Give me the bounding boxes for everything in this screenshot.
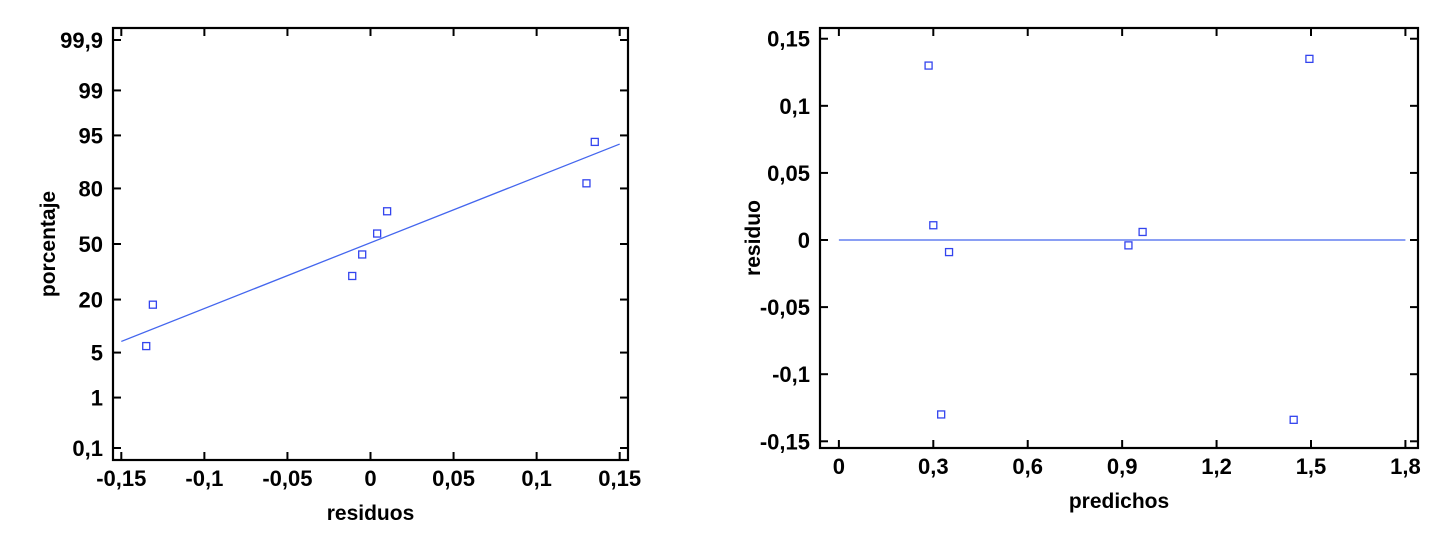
x-tick-label: 0,15	[598, 466, 641, 491]
data-point	[348, 271, 357, 281]
plot-frame	[111, 26, 630, 462]
data-point	[358, 250, 367, 259]
data-point	[1305, 54, 1314, 64]
x-tick-label: 0,6	[1012, 454, 1043, 479]
y-tick-label: -0,05	[760, 295, 810, 320]
x-tick-label: 0,9	[1107, 454, 1138, 479]
data-point	[1289, 415, 1298, 424]
y-tick-label: 0,05	[767, 161, 810, 186]
data-point	[929, 221, 938, 230]
plot-frame	[818, 26, 1420, 450]
y-axis-title: porcentaje	[37, 191, 60, 297]
x-tick-label: 0	[364, 466, 376, 491]
y-tick-label: 0,1	[72, 436, 103, 461]
x-tick-label: 0,3	[918, 454, 949, 479]
data-point	[382, 207, 392, 216]
x-tick-label: -0,1	[185, 466, 223, 491]
data-point	[582, 179, 591, 188]
data-point	[148, 300, 158, 309]
y-axis-title: residuo	[742, 200, 765, 276]
residual-plot: 0 0,3 0,6 0,9 1,2 1,5 1,8 -0,15 -0,1 -0,05 0 0,05 0,…	[742, 27, 1421, 513]
y-tick-label: 99	[79, 78, 103, 103]
x-tick-label: 0,05	[432, 466, 475, 491]
y-tick-label: 50	[79, 232, 103, 257]
x-tick-label: 1,8	[1390, 454, 1421, 479]
y-tick-label: 0,1	[779, 94, 810, 119]
y-tick-label: 1	[91, 386, 103, 411]
data-point	[1138, 227, 1147, 237]
x-tick-label: -0,15	[96, 466, 146, 491]
x-axis-title: predichos	[1069, 490, 1169, 513]
data-point	[590, 137, 599, 147]
x-tick-label: -0,05	[262, 466, 312, 491]
data-point	[1124, 241, 1133, 250]
data-point	[142, 341, 151, 351]
x-axis-title: residuos	[327, 502, 415, 525]
y-tick-label: 80	[79, 176, 103, 201]
y-tick-label: 0,15	[767, 27, 810, 52]
x-tick-label: 0	[833, 454, 845, 479]
y-tick-label: 20	[79, 288, 103, 313]
y-tick-label: -0,15	[760, 429, 810, 454]
x-tick-label: 1,2	[1201, 454, 1232, 479]
x-tick-label: 1,5	[1296, 454, 1327, 479]
y-tick-label: 0	[798, 228, 810, 253]
data-point	[937, 410, 946, 419]
y-tick-label: 99,9	[60, 28, 103, 53]
data-point	[372, 229, 382, 238]
data-point	[924, 61, 933, 70]
y-tick-label: -0,1	[772, 362, 810, 387]
x-tick-label: 0,1	[521, 466, 552, 491]
y-tick-label: 95	[79, 123, 103, 148]
probability-plot: -0,15 -0,1 -0,05 0 0,05 0,1 0,15 0,1 1 5 20 50 80 95 9…	[37, 26, 641, 525]
fit-line	[121, 143, 620, 343]
data-point	[944, 247, 954, 257]
y-tick-label: 5	[91, 341, 103, 366]
